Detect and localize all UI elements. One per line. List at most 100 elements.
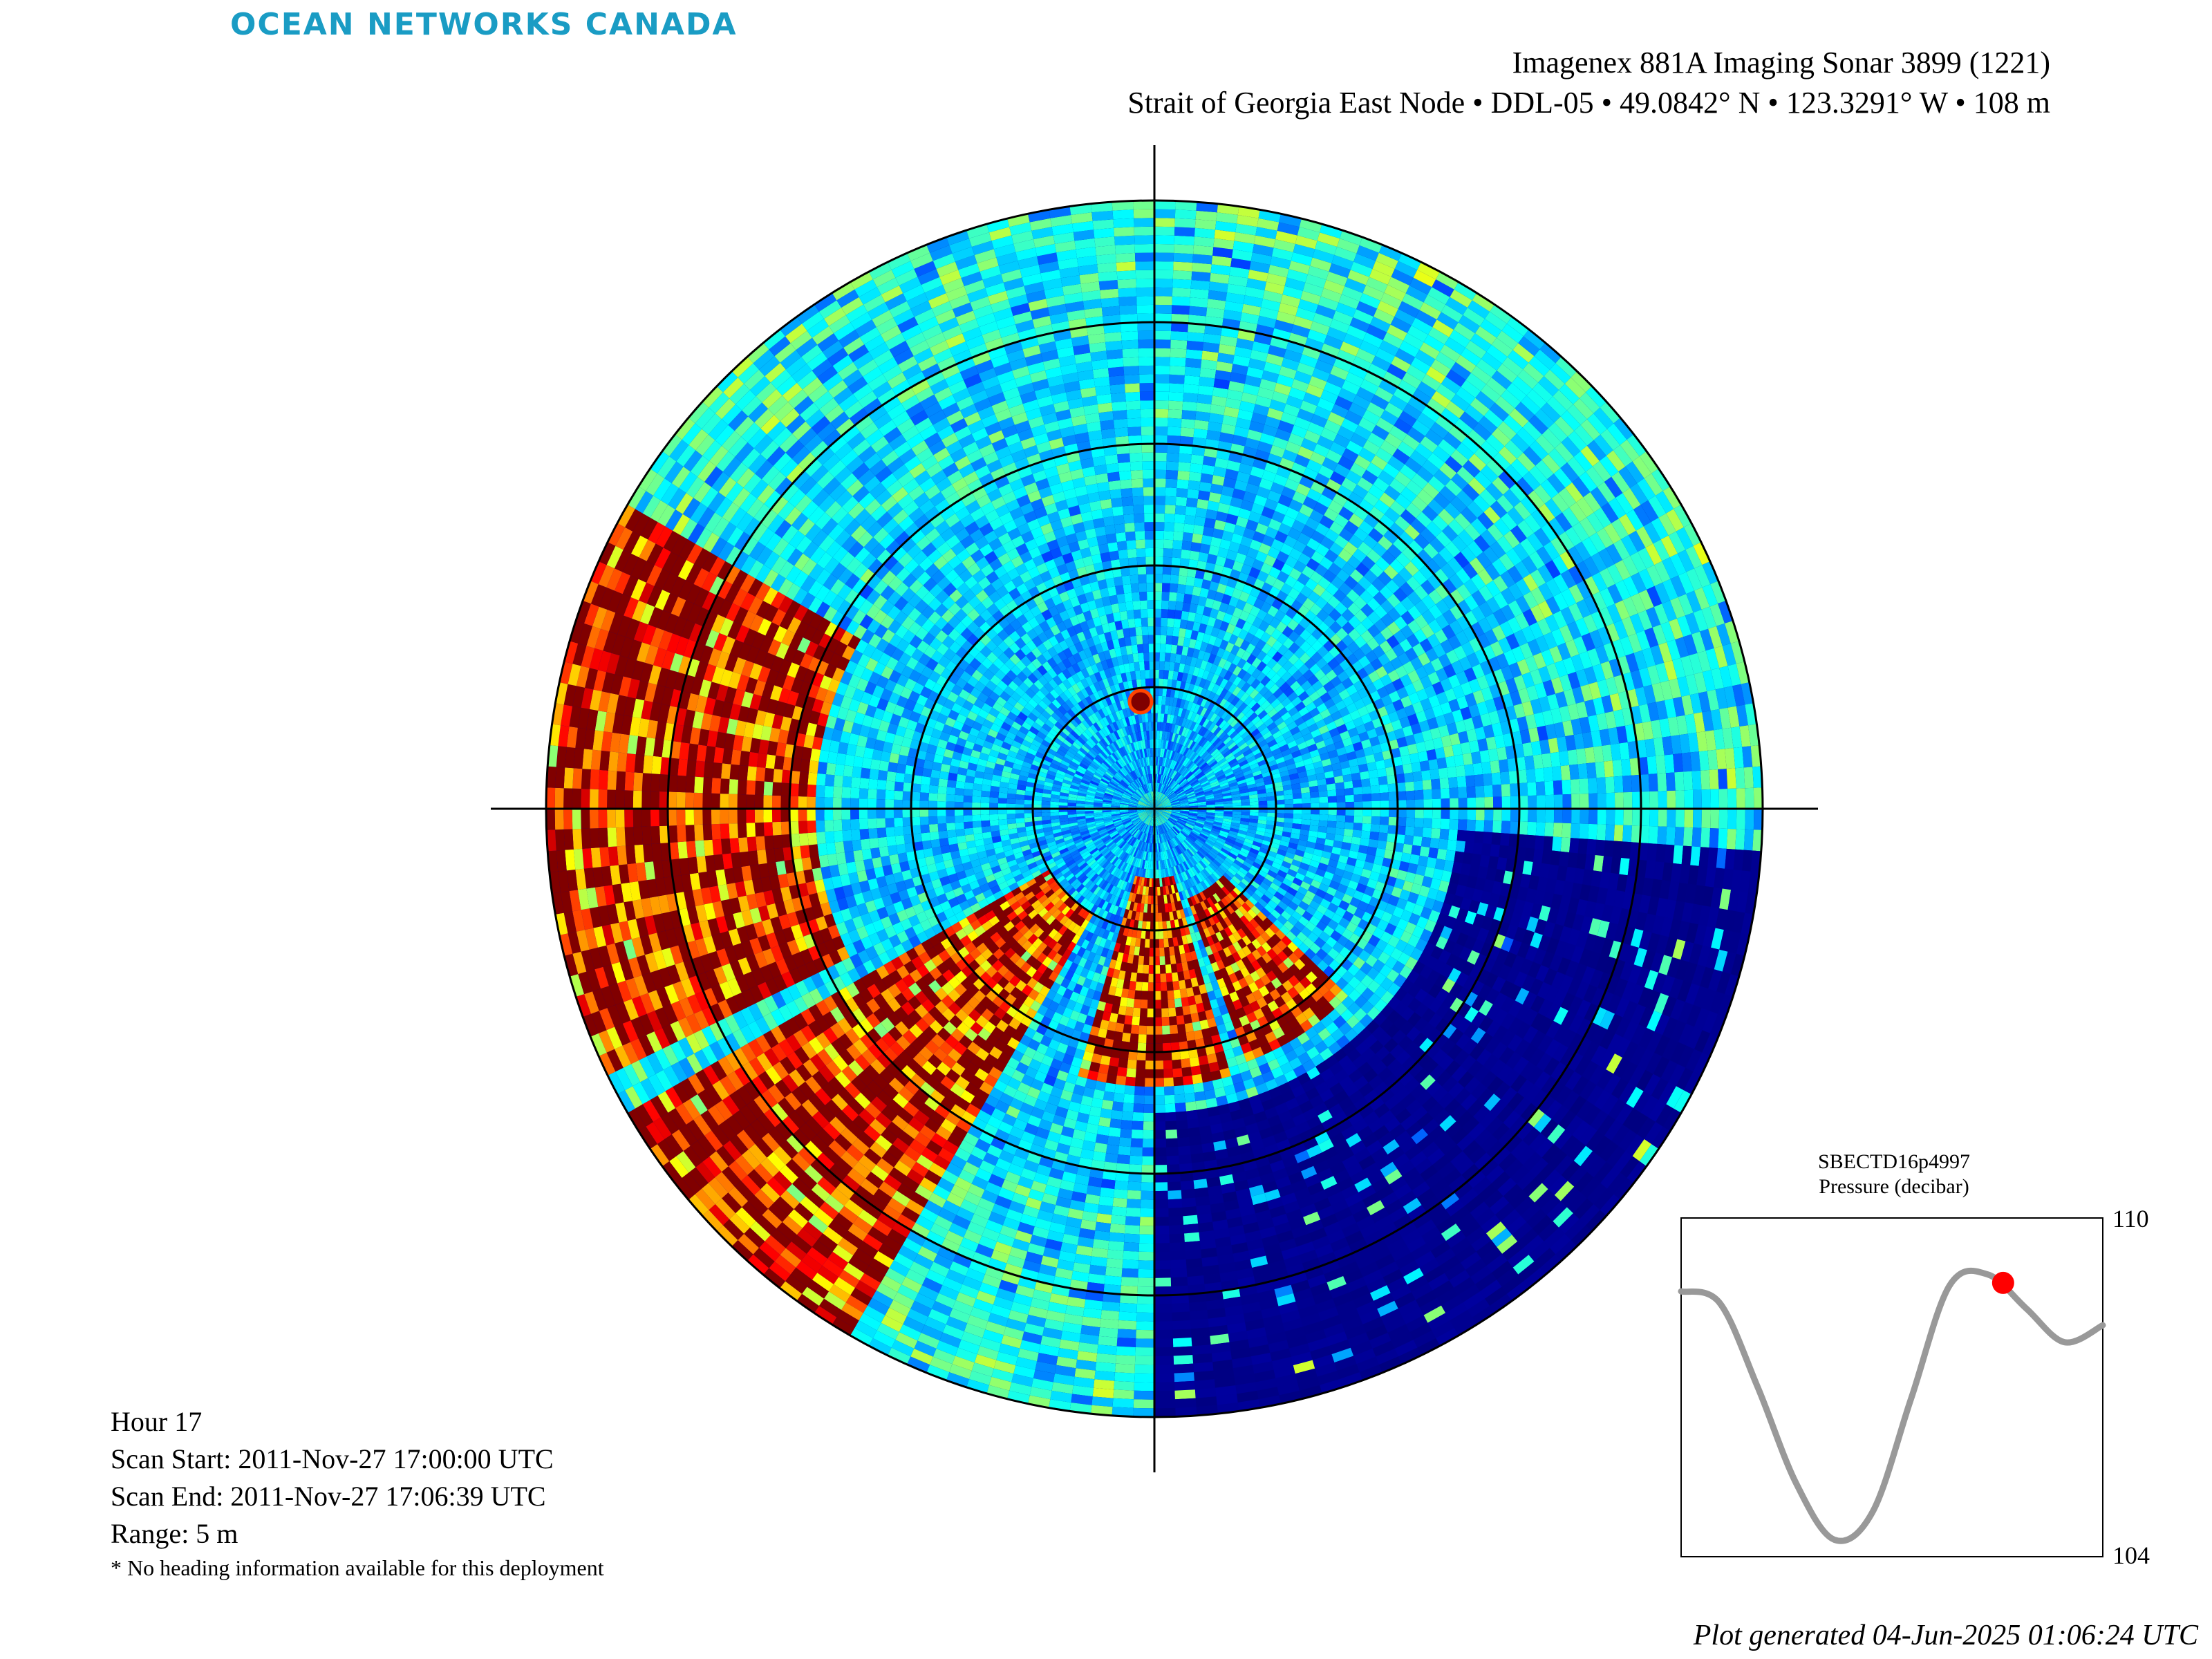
sonar-cell [1127, 618, 1136, 628]
sonar-cell [1154, 809, 1161, 815]
sonar-cell [1184, 585, 1194, 595]
sonar-cell [1130, 1033, 1139, 1043]
sonar-cell [1157, 895, 1161, 905]
sonar-cell [1362, 794, 1372, 802]
sonar-cell [1143, 815, 1150, 823]
sonar-cell [1183, 593, 1192, 603]
sonar-cell [1168, 601, 1177, 610]
sonar-cell [1159, 784, 1163, 793]
sonar-cell [928, 793, 938, 801]
sonar-cell [1174, 824, 1183, 830]
sonar-cell [1161, 799, 1170, 805]
sonar-cell [1158, 695, 1163, 705]
sonar-cell [1151, 791, 1154, 800]
sonar-cell [1130, 827, 1137, 835]
sonar-cell [1147, 895, 1152, 905]
sonar-cell [1154, 801, 1160, 809]
sonar-cell [1138, 823, 1145, 831]
sonar-cell [1336, 815, 1346, 823]
sonar-cell [1139, 813, 1147, 818]
sonar-cell [1132, 818, 1141, 824]
sonar-cell [1172, 809, 1181, 812]
sonar-cell [1154, 809, 1161, 816]
sonar-cell [1159, 794, 1165, 803]
sonar-cell [1172, 627, 1180, 637]
sonar-cell [1138, 812, 1147, 816]
sonar-cell [1115, 1022, 1125, 1033]
plot-title: Imagenex 881A Imaging Sonar 3899 (1221) … [1127, 43, 2050, 123]
sonar-cell [1172, 783, 1180, 791]
sonar-cell [1327, 796, 1337, 803]
sonar-cell [1173, 618, 1181, 628]
sonar-cell [1157, 792, 1161, 801]
sonar-cell [1176, 789, 1184, 795]
sonar-cell [1129, 813, 1138, 817]
sonar-cell [1154, 802, 1161, 809]
sonar-cell [998, 792, 1008, 799]
sonar-cell [1170, 800, 1180, 805]
sonar-cell [1138, 832, 1143, 841]
sonar-cell [1123, 792, 1132, 798]
sonar-cell [1166, 821, 1174, 828]
sonar-cell [1148, 802, 1154, 809]
sonar-cell [1343, 828, 1353, 837]
sonar-cell [963, 795, 973, 803]
sonar-cell [1118, 602, 1127, 612]
sonar-cell [1162, 824, 1167, 832]
sonar-cell [1147, 792, 1152, 801]
sonar-cell [1134, 791, 1142, 798]
sonar-cell [1161, 800, 1170, 805]
sonar-cell [1116, 1014, 1125, 1024]
sonar-cell [1154, 802, 1161, 809]
sonar-cell [1158, 834, 1161, 843]
sonar-cell [1155, 791, 1157, 800]
sonar-cell [1162, 800, 1170, 805]
sonar-cell [1147, 793, 1151, 801]
sonar-range-band [1111, 765, 1198, 852]
sonar-cell [1119, 806, 1129, 808]
sonar-cell [1175, 823, 1183, 830]
sonar-cell [1155, 817, 1157, 826]
sonar-cell [1302, 814, 1311, 820]
sonar-cell [1380, 809, 1389, 817]
sonar-cell [1158, 816, 1163, 825]
sonar-cell [1154, 608, 1162, 618]
sonar-cell [1136, 635, 1143, 645]
sonar-cell [1156, 774, 1159, 783]
sonar-cell [1131, 816, 1140, 822]
sonar-cell [1156, 817, 1159, 826]
sonar-cell [1140, 999, 1148, 1009]
sonar-cell [1170, 815, 1179, 820]
sonar-cell [1131, 816, 1139, 821]
sonar-cell [1155, 791, 1158, 800]
sonar-cell [1144, 816, 1150, 823]
sonar-cell [1301, 792, 1311, 799]
sonar-cell [1162, 801, 1171, 806]
sonar-cell [1138, 812, 1147, 818]
sonar-cell [1170, 769, 1175, 778]
sonar-cell [946, 787, 956, 795]
sonar-cell [997, 798, 1007, 804]
sonar-cell [1143, 815, 1150, 823]
sonar-cell [1138, 661, 1145, 671]
sonar-cell [1145, 1043, 1154, 1052]
sonar-cell [1156, 782, 1159, 792]
sonar-cell [1159, 964, 1166, 974]
sonar-cell [1152, 791, 1154, 800]
sonar-cell [1161, 1017, 1170, 1027]
sonar-cell [1058, 802, 1068, 806]
sonar-cell [1137, 804, 1146, 807]
sonar-cell [1159, 956, 1165, 966]
sonar-cell [1121, 816, 1130, 821]
sonar-cell [1121, 817, 1130, 822]
sonar-cell [1116, 593, 1125, 603]
sonar-cell [1127, 825, 1135, 832]
sonar-cell [955, 787, 964, 796]
sonar-cell [1129, 813, 1138, 816]
sonar-cell [1156, 791, 1159, 800]
sonar-cell [1179, 813, 1189, 816]
sonar-cell [1154, 1009, 1162, 1018]
sonar-cell [1132, 1007, 1141, 1017]
sonar-cell [1144, 816, 1150, 824]
sonar-cell [1125, 1006, 1134, 1017]
